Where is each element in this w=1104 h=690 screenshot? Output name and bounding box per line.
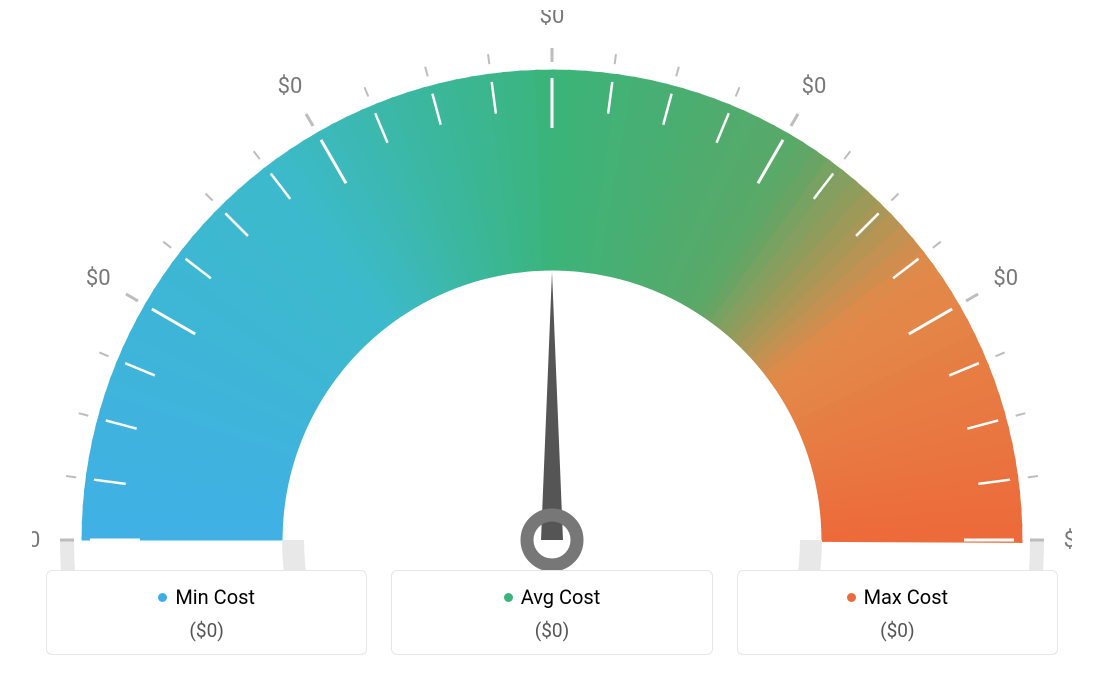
legend-value-min: ($0) — [57, 619, 356, 642]
gauge-ring-tick-minor — [676, 67, 679, 77]
gauge-ring-tick-minor — [364, 87, 368, 96]
gauge-tick-label: $0 — [1064, 528, 1072, 553]
legend-row: Min Cost ($0) Avg Cost ($0) Max Cost ($0… — [30, 570, 1074, 655]
legend-card-min: Min Cost ($0) — [46, 570, 367, 655]
gauge-ring-tick-minor — [1028, 476, 1038, 477]
gauge-chart-container: $0 $0 $0 $0 $0 $0 $0 Min Cost ($0) Avg Cost ($… — [0, 0, 1104, 690]
gauge-wrap: $0 $0 $0 $0 $0 $0 $0 — [30, 10, 1074, 570]
gauge-tick-label: $0 — [32, 528, 40, 553]
legend-label-max: Max Cost — [864, 585, 949, 609]
gauge-ring-tick-minor — [891, 194, 898, 201]
gauge-ring-tick-minor — [933, 242, 941, 248]
gauge-tick-label: $0 — [540, 10, 565, 29]
gauge-tick-label: $0 — [993, 266, 1018, 291]
gauge-ring-tick-minor — [1016, 413, 1026, 416]
gauge-ring-tick-minor — [488, 54, 489, 64]
gauge-tick-label: $0 — [86, 266, 111, 291]
gauge-ring-tick-minor — [254, 151, 260, 159]
legend-title-max: Max Cost — [847, 585, 949, 609]
gauge-ring-tick-minor — [163, 242, 171, 248]
legend-dot-min — [158, 593, 167, 602]
gauge-ring-tick-major — [306, 114, 313, 126]
legend-label-avg: Avg Cost — [521, 585, 601, 609]
gauge-ring-tick-minor — [425, 67, 428, 77]
legend-dot-avg — [504, 593, 513, 602]
gauge-ring-tick-major — [126, 294, 138, 301]
gauge-needle — [541, 272, 563, 540]
gauge-ring-tick-minor — [615, 54, 616, 64]
gauge-ring-tick-minor — [99, 352, 108, 356]
gauge-ring-tick-major — [966, 294, 978, 301]
legend-card-avg: Avg Cost ($0) — [391, 570, 712, 655]
gauge-ring-tick-major — [791, 114, 798, 126]
gauge-ring-tick-minor — [995, 352, 1004, 356]
legend-value-avg: ($0) — [402, 619, 701, 642]
legend-card-max: Max Cost ($0) — [737, 570, 1058, 655]
legend-dot-max — [847, 593, 856, 602]
gauge-ring-tick-minor — [79, 413, 89, 416]
gauge-tick-label: $0 — [802, 74, 827, 99]
legend-label-min: Min Cost — [175, 585, 255, 609]
gauge-tick-label: $0 — [278, 74, 303, 99]
legend-title-min: Min Cost — [158, 585, 255, 609]
gauge-ring-tick-minor — [736, 87, 740, 96]
legend-value-max: ($0) — [748, 619, 1047, 642]
gauge-svg: $0 $0 $0 $0 $0 $0 $0 — [32, 10, 1072, 570]
legend-title-avg: Avg Cost — [504, 585, 601, 609]
gauge-ring-tick-minor — [844, 151, 850, 159]
gauge-ring-tick-minor — [66, 476, 76, 477]
gauge-ring-tick-minor — [206, 194, 213, 201]
